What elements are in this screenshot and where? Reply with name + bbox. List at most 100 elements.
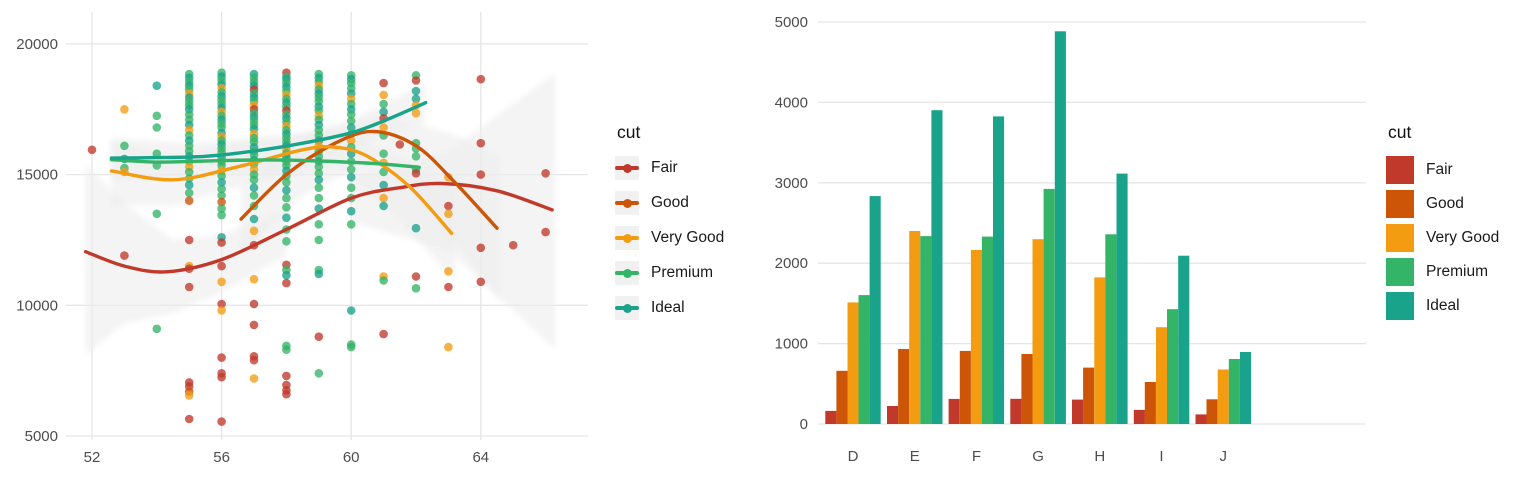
scatter-point [314, 169, 324, 178]
scatter-point [152, 111, 162, 121]
bar-premium-J [1228, 359, 1240, 424]
scatter-point [346, 123, 356, 132]
bar-good-I [1144, 382, 1156, 424]
bar-legend-title: cut [1388, 122, 1412, 142]
x-tick-label: 52 [84, 449, 101, 466]
good-line-point-key-icon [615, 191, 639, 215]
scatter-point [249, 320, 259, 330]
bar-group-I [1133, 255, 1190, 424]
scatter-point [346, 116, 356, 126]
scatter-point [395, 140, 405, 149]
scatter-point [217, 197, 226, 207]
scatter-point [217, 184, 226, 194]
scatter-point [282, 186, 291, 195]
scatter-point [282, 203, 291, 212]
scatter-point [217, 417, 226, 426]
x-tick-label: 56 [213, 449, 230, 466]
scatter-point [379, 329, 388, 339]
scatter-point [282, 389, 291, 399]
legend-label: Very Good [1426, 229, 1500, 246]
scatter-point [217, 191, 226, 200]
legend-item-premium: Premium [615, 261, 724, 285]
x-tick-label: G [1032, 448, 1044, 465]
legend-label: Ideal [651, 299, 685, 316]
scatter-point [346, 165, 356, 174]
legend-label: Ideal [1426, 297, 1460, 314]
scatter-point [184, 180, 194, 190]
scatter-point [184, 391, 194, 400]
smooth-lines [83, 101, 554, 274]
scatter-point [249, 175, 259, 185]
y-tick-label: 15000 [16, 167, 58, 184]
scatter-point [346, 220, 356, 229]
scatter-point [217, 277, 226, 287]
legend-item-very-good: Very Good [615, 226, 724, 250]
premium-line-point-key-icon [615, 261, 639, 285]
good-swatch-icon [1386, 190, 1414, 218]
scatter-point [411, 94, 421, 104]
scatter-point [282, 178, 291, 187]
bar-group-H [1072, 173, 1128, 424]
scatter-point [217, 238, 226, 247]
scatter-point [379, 149, 388, 158]
bar-fair-H [1072, 399, 1084, 424]
y-tick-label: 20000 [16, 36, 58, 53]
scatter-point [217, 353, 226, 362]
y-tick-label: 3000 [775, 175, 808, 192]
bar-ideal-F [993, 116, 1005, 425]
y-tick-label: 2000 [775, 255, 808, 272]
legend-item-good: Good [615, 191, 724, 215]
scatter-point [249, 226, 259, 236]
scatter-point [346, 110, 356, 119]
ideal-line-point-key-icon [615, 296, 639, 320]
scatter-point [379, 276, 388, 285]
scatter-point [120, 105, 129, 114]
legend-label: Good [651, 194, 689, 211]
scatter-point [249, 214, 259, 224]
scatter-point [249, 299, 259, 309]
scatter-point [476, 243, 486, 253]
scatter-point [314, 269, 324, 279]
scatter-point [444, 201, 453, 211]
scatter-point [184, 414, 194, 424]
scatter-point [476, 74, 486, 84]
smooth-line-premium [109, 158, 421, 169]
scatter-point [217, 178, 226, 187]
y-tick-label: 5000 [775, 14, 808, 31]
legend-item-good: Good [1386, 190, 1499, 218]
scatter-point [184, 188, 194, 198]
legend-item-ideal: Ideal [1386, 292, 1499, 320]
premium-swatch-icon [1386, 258, 1414, 286]
x-tick-label: I [1159, 448, 1163, 465]
bar-ideal-G [1054, 31, 1066, 425]
bar-very-good-F [970, 250, 982, 424]
ribbon [85, 164, 287, 355]
smooth-line-good [239, 129, 499, 230]
scatter-point [314, 369, 324, 378]
x-tick-label: J [1219, 448, 1227, 465]
bar-fair-F [948, 398, 960, 424]
scatter-point [411, 76, 421, 85]
bar-premium-I [1167, 309, 1179, 424]
x-tick-label: D [848, 448, 859, 465]
scatter-point [314, 162, 324, 172]
scatter-point [217, 210, 226, 220]
bar-premium-E [920, 236, 932, 424]
bar-fair-I [1133, 409, 1145, 424]
scatter-point [152, 123, 162, 132]
bar-very-good-H [1094, 277, 1106, 424]
scatter-point [379, 99, 388, 109]
legend-label: Good [1426, 195, 1464, 212]
bar-very-good-I [1156, 327, 1168, 424]
scatter-point [217, 372, 226, 382]
scatter-legend: cut Fair Good Very Good Premium Ideal [615, 122, 724, 331]
very-good-line-point-key-icon [615, 226, 639, 250]
legend-item-fair: Fair [615, 156, 724, 180]
bar-ideal-E [931, 110, 943, 424]
legend-label: Very Good [651, 229, 725, 246]
bar-very-good-D [847, 302, 859, 424]
x-tick-label: 64 [472, 449, 489, 466]
scatter-point [314, 175, 324, 185]
scatter-point [249, 355, 259, 365]
